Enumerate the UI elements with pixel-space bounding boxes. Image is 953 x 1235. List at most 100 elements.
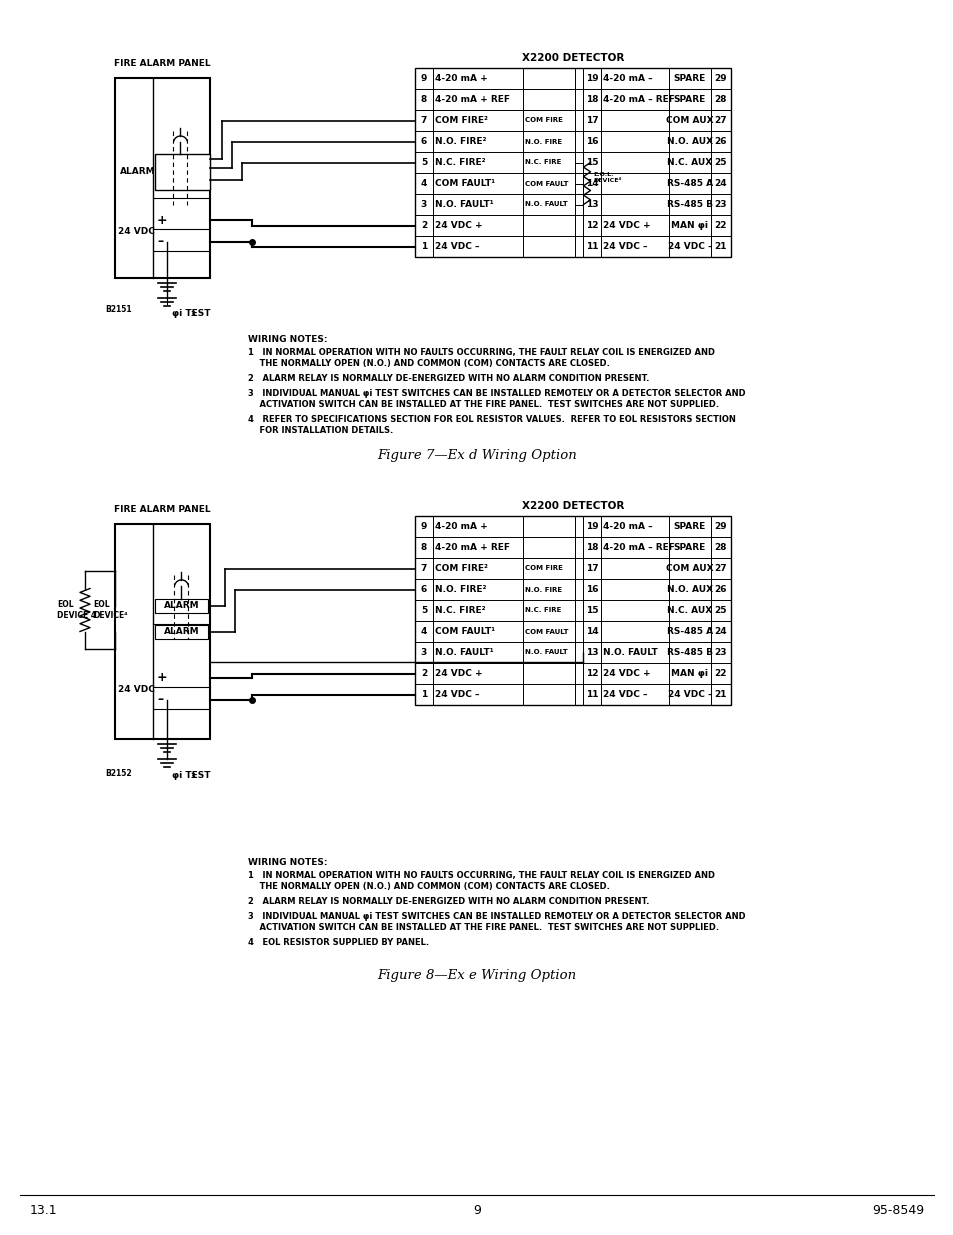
Text: SPARE: SPARE xyxy=(673,522,705,531)
Bar xyxy=(415,68,730,257)
Text: 3   INDIVIDUAL MANUAL φi TEST SWITCHES CAN BE INSTALLED REMOTELY OR A DETECTOR S: 3 INDIVIDUAL MANUAL φi TEST SWITCHES CAN… xyxy=(248,389,745,398)
Text: 19: 19 xyxy=(585,522,598,531)
Text: 29: 29 xyxy=(714,74,726,83)
Text: N.O. FAULT: N.O. FAULT xyxy=(602,648,657,657)
Bar xyxy=(154,154,210,190)
Text: COM FAULT¹: COM FAULT¹ xyxy=(435,179,495,188)
Text: 1: 1 xyxy=(420,242,427,251)
Text: N.C. AUX: N.C. AUX xyxy=(667,158,712,167)
Text: 3   INDIVIDUAL MANUAL φi TEST SWITCHES CAN BE INSTALLED REMOTELY OR A DETECTOR S: 3 INDIVIDUAL MANUAL φi TEST SWITCHES CAN… xyxy=(248,911,745,921)
Text: 2   ALARM RELAY IS NORMALLY DE-ENERGIZED WITH NO ALARM CONDITION PRESENT.: 2 ALARM RELAY IS NORMALLY DE-ENERGIZED W… xyxy=(248,374,649,383)
Text: 11: 11 xyxy=(585,242,598,251)
Bar xyxy=(154,625,208,638)
Text: 24 VDC: 24 VDC xyxy=(118,227,154,236)
Text: 4   EOL RESISTOR SUPPLIED BY PANEL.: 4 EOL RESISTOR SUPPLIED BY PANEL. xyxy=(248,939,429,947)
Text: 95-8549: 95-8549 xyxy=(871,1203,923,1216)
Text: 12: 12 xyxy=(585,221,598,230)
Text: 24 VDC: 24 VDC xyxy=(118,685,154,694)
Text: 15: 15 xyxy=(585,158,598,167)
Text: 7: 7 xyxy=(420,564,427,573)
Text: N.O. FAULT¹: N.O. FAULT¹ xyxy=(435,200,493,209)
Text: 28: 28 xyxy=(714,543,726,552)
Text: FOR INSTALLATION DETAILS.: FOR INSTALLATION DETAILS. xyxy=(248,426,393,435)
Text: THE NORMALLY OPEN (N.O.) AND COMMON (COM) CONTACTS ARE CLOSED.: THE NORMALLY OPEN (N.O.) AND COMMON (COM… xyxy=(248,882,609,890)
Text: 13: 13 xyxy=(585,648,598,657)
Text: 9: 9 xyxy=(473,1203,480,1216)
Text: 24 VDC –: 24 VDC – xyxy=(667,690,712,699)
Text: N.C. AUX: N.C. AUX xyxy=(667,606,712,615)
Text: 24 VDC +: 24 VDC + xyxy=(435,221,482,230)
Text: 6: 6 xyxy=(420,585,427,594)
Text: 27: 27 xyxy=(714,116,726,125)
Text: 17: 17 xyxy=(585,116,598,125)
Text: SPARE: SPARE xyxy=(673,74,705,83)
Text: 27: 27 xyxy=(714,564,726,573)
Text: N.O. AUX: N.O. AUX xyxy=(666,137,712,146)
Text: 4-20 mA + REF: 4-20 mA + REF xyxy=(435,543,510,552)
Text: N.O. FIRE: N.O. FIRE xyxy=(524,138,561,144)
Text: N.O. FIRE²: N.O. FIRE² xyxy=(435,137,486,146)
Text: X2200 DETECTOR: X2200 DETECTOR xyxy=(521,501,623,511)
Text: 8: 8 xyxy=(420,543,427,552)
Text: COM FIRE: COM FIRE xyxy=(524,117,562,124)
Text: 8: 8 xyxy=(420,95,427,104)
Text: SPARE: SPARE xyxy=(673,95,705,104)
Text: N.O. FIRE: N.O. FIRE xyxy=(524,587,561,593)
Text: MAN φi: MAN φi xyxy=(671,669,708,678)
Text: 24 VDC +: 24 VDC + xyxy=(602,669,650,678)
Text: EOL
DEVICE⁴: EOL DEVICE⁴ xyxy=(92,600,128,620)
Text: 25: 25 xyxy=(714,606,726,615)
Text: 4-20 mA +: 4-20 mA + xyxy=(435,74,487,83)
Text: 1   IN NORMAL OPERATION WITH NO FAULTS OCCURRING, THE FAULT RELAY COIL IS ENERGI: 1 IN NORMAL OPERATION WITH NO FAULTS OCC… xyxy=(248,871,714,881)
Text: 5: 5 xyxy=(420,606,427,615)
Text: 3: 3 xyxy=(191,311,195,317)
Text: 24 VDC –: 24 VDC – xyxy=(602,242,647,251)
Text: 22: 22 xyxy=(714,221,726,230)
Text: COM FAULT: COM FAULT xyxy=(524,180,568,186)
Text: 18: 18 xyxy=(585,543,598,552)
Bar xyxy=(415,516,730,705)
Text: 26: 26 xyxy=(714,585,726,594)
Text: 14: 14 xyxy=(585,179,598,188)
Text: 24: 24 xyxy=(714,179,726,188)
Text: 4: 4 xyxy=(420,179,427,188)
Text: 3: 3 xyxy=(420,200,427,209)
Text: 16: 16 xyxy=(585,137,598,146)
Text: ALARM: ALARM xyxy=(164,627,199,636)
Text: N.O. FAULT¹: N.O. FAULT¹ xyxy=(435,648,493,657)
Text: COM AUX: COM AUX xyxy=(665,116,713,125)
Text: 4: 4 xyxy=(420,627,427,636)
Text: B2152: B2152 xyxy=(105,769,132,778)
Text: 22: 22 xyxy=(714,669,726,678)
Bar xyxy=(115,78,210,278)
Text: WIRING NOTES:: WIRING NOTES: xyxy=(248,335,327,345)
Text: 24 VDC –: 24 VDC – xyxy=(435,690,479,699)
Text: FIRE ALARM PANEL: FIRE ALARM PANEL xyxy=(114,59,211,68)
Text: 4-20 mA – REF: 4-20 mA – REF xyxy=(602,543,674,552)
Text: 24 VDC –: 24 VDC – xyxy=(667,242,712,251)
Text: 25: 25 xyxy=(714,158,726,167)
Text: 4-20 mA + REF: 4-20 mA + REF xyxy=(435,95,510,104)
Text: 11: 11 xyxy=(585,690,598,699)
Text: 23: 23 xyxy=(714,648,726,657)
Text: 9: 9 xyxy=(420,522,427,531)
Text: ALARM: ALARM xyxy=(164,601,199,610)
Text: 18: 18 xyxy=(585,95,598,104)
Text: 21: 21 xyxy=(714,690,726,699)
Text: COM FIRE²: COM FIRE² xyxy=(435,564,488,573)
Text: 26: 26 xyxy=(714,137,726,146)
Text: 23: 23 xyxy=(714,200,726,209)
Text: RS-485 A: RS-485 A xyxy=(666,179,712,188)
Text: φi TEST: φi TEST xyxy=(172,771,211,779)
Text: 1: 1 xyxy=(420,690,427,699)
Text: 12: 12 xyxy=(585,669,598,678)
Text: N.O. FIRE²: N.O. FIRE² xyxy=(435,585,486,594)
Text: Figure 8—Ex e Wiring Option: Figure 8—Ex e Wiring Option xyxy=(377,968,576,982)
Text: 13.1: 13.1 xyxy=(30,1203,57,1216)
Text: ACTIVATION SWITCH CAN BE INSTALLED AT THE FIRE PANEL.  TEST SWITCHES ARE NOT SUP: ACTIVATION SWITCH CAN BE INSTALLED AT TH… xyxy=(248,400,719,409)
Text: 2   ALARM RELAY IS NORMALLY DE-ENERGIZED WITH NO ALARM CONDITION PRESENT.: 2 ALARM RELAY IS NORMALLY DE-ENERGIZED W… xyxy=(248,897,649,906)
Text: ALARM: ALARM xyxy=(120,168,155,177)
Text: 3: 3 xyxy=(420,648,427,657)
Text: X2200 DETECTOR: X2200 DETECTOR xyxy=(521,53,623,63)
Text: FIRE ALARM PANEL: FIRE ALARM PANEL xyxy=(114,505,211,514)
